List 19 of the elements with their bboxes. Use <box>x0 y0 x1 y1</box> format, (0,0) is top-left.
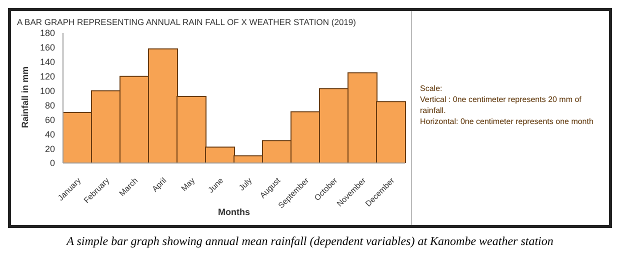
y-tick-label: 100 <box>40 86 55 96</box>
y-tick-label: 60 <box>44 114 55 125</box>
y-tick-label: 160 <box>40 42 55 53</box>
y-tick-label: 0 <box>50 158 55 168</box>
x-tick-label: July <box>237 176 254 192</box>
text: A simple bar graph showing annual mean rainfall (dependent variables) at Kanombe weather station <box>65 234 554 249</box>
y-tick-label: 140 <box>40 57 55 68</box>
y-tick-label: 180 <box>40 28 55 38</box>
y-tick-label: 120 <box>40 72 55 82</box>
text: Scale: <box>420 83 444 94</box>
y-tick-label: 40 <box>44 129 55 140</box>
x-tick-label: May <box>180 176 197 194</box>
y-axis-title: Rainfall in mm <box>20 66 30 128</box>
y-tick-label: 20 <box>44 144 55 154</box>
text: Vertical : 0ne centimeter represents 20 mm of rainfall. <box>420 94 582 116</box>
text: Horizontal: 0ne centimeter represents one month <box>420 116 594 127</box>
x-axis-title: Months <box>218 207 250 217</box>
chart-title: A BAR GRAPH REPRESENTING ANNUAL RAIN FALL OF X WEATHER STATION (2019) <box>16 16 357 29</box>
y-tick-label: 80 <box>44 100 55 110</box>
